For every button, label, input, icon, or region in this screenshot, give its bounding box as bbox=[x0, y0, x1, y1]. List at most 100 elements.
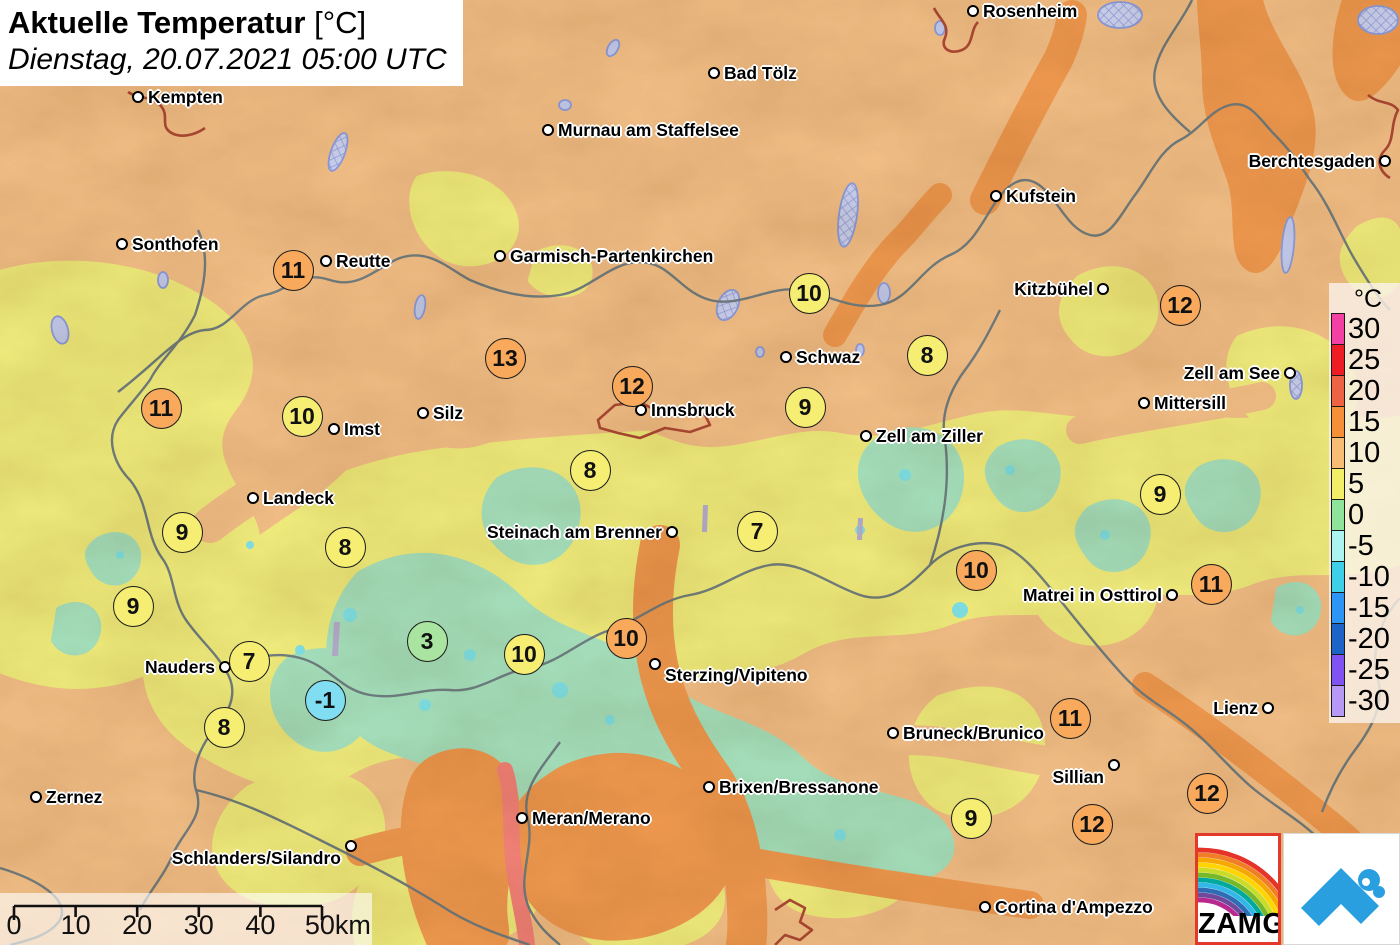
city-label: Murnau am Staffelsee bbox=[558, 120, 739, 140]
city-label: Bad Tölz bbox=[724, 63, 797, 83]
legend-row: 20 bbox=[1329, 374, 1400, 407]
city-marker bbox=[990, 190, 1002, 202]
title-datetime: Dienstag, 20.07.2021 05:00 UTC bbox=[8, 43, 447, 76]
legend-row: 30 bbox=[1329, 312, 1400, 345]
legend-value-label: 5 bbox=[1348, 468, 1365, 500]
station-temp-badge: 12 bbox=[1186, 772, 1228, 814]
city-marker bbox=[967, 5, 979, 17]
city-label: Zell am Ziller bbox=[876, 426, 983, 446]
city-marker bbox=[1138, 397, 1150, 409]
station-temp-badge: 9 bbox=[1139, 473, 1181, 515]
page-title: Aktuelle Temperatur [°C] bbox=[8, 4, 447, 42]
station-temp-badge: 9 bbox=[112, 585, 154, 627]
station-temp-badge: 12 bbox=[1159, 284, 1201, 326]
legend-row: 0 bbox=[1329, 498, 1400, 531]
station-temp-badge: 10 bbox=[281, 395, 323, 437]
legend-color-swatch bbox=[1331, 374, 1345, 407]
legend-value-label: 25 bbox=[1348, 344, 1381, 376]
legend-color-swatch bbox=[1331, 498, 1345, 531]
city-marker bbox=[494, 250, 506, 262]
station-temp-badge: 13 bbox=[484, 337, 526, 379]
legend-color-swatch bbox=[1331, 436, 1345, 469]
zamg-logo: ZAMG bbox=[1195, 833, 1281, 945]
city-marker bbox=[1108, 759, 1120, 771]
scalebar-label: 30 bbox=[183, 910, 214, 940]
city-label: Zell am See bbox=[1183, 363, 1280, 383]
city-label: Lienz bbox=[1213, 698, 1258, 718]
legend-color-swatch bbox=[1331, 529, 1345, 562]
station-temp-badge: 11 bbox=[1049, 697, 1091, 739]
station-temp-badge: 3 bbox=[406, 620, 448, 662]
station-temp-badge: 8 bbox=[569, 449, 611, 491]
legend-value-label: 20 bbox=[1348, 375, 1381, 407]
city-label: Schwaz bbox=[796, 347, 861, 367]
legend-color-swatch bbox=[1331, 560, 1345, 593]
station-temp-badge: 8 bbox=[324, 526, 366, 568]
partner-logo-box bbox=[1283, 833, 1400, 945]
station-temp-badge: 10 bbox=[788, 272, 830, 314]
scalebar-label: 20 bbox=[122, 910, 153, 940]
legend-unit-label: °C bbox=[1354, 285, 1383, 313]
temperature-legend: °C 30 25 20 15 10 5 0 -5 -10 -15 -20 -25 -30 bbox=[1329, 283, 1400, 723]
city-marker bbox=[417, 407, 429, 419]
legend-value-label: 30 bbox=[1348, 313, 1381, 345]
city-marker bbox=[1097, 283, 1109, 295]
city-marker bbox=[649, 658, 661, 670]
station-temp-badge: 7 bbox=[736, 510, 778, 552]
station-temp-badge: 8 bbox=[906, 334, 948, 376]
city-marker bbox=[703, 781, 715, 793]
legend-row: 15 bbox=[1329, 405, 1400, 438]
station-temp-badge: 9 bbox=[161, 511, 203, 553]
city-marker bbox=[1166, 589, 1178, 601]
scalebar-label: 50km bbox=[304, 910, 371, 940]
title-text: Aktuelle Temperatur bbox=[8, 5, 306, 40]
city-label: Silz bbox=[433, 403, 464, 423]
city-marker bbox=[979, 901, 991, 913]
city-label: Kitzbühel bbox=[1014, 279, 1093, 299]
zamg-rainbow-icon bbox=[1198, 847, 1278, 916]
station-temp-badge: 12 bbox=[611, 365, 653, 407]
scalebar-label: 10 bbox=[60, 910, 91, 940]
legend-value-label: -25 bbox=[1348, 654, 1390, 686]
map-scale-bar: 0 10 20 30 40 50km bbox=[0, 893, 372, 945]
legend-value-label: 0 bbox=[1348, 499, 1365, 531]
legend-color-swatch bbox=[1331, 591, 1345, 624]
legend-row: 10 bbox=[1329, 436, 1400, 469]
city-label: Sterzing/Vipiteno bbox=[665, 665, 808, 685]
city-label: Schlanders/Silandro bbox=[171, 848, 341, 868]
legend-value-label: -10 bbox=[1348, 561, 1390, 593]
city-label: Landeck bbox=[263, 488, 334, 508]
legend-value-label: -15 bbox=[1348, 592, 1390, 624]
legend-value-label: -5 bbox=[1348, 530, 1374, 562]
city-marker bbox=[132, 91, 144, 103]
legend-row: -10 bbox=[1329, 560, 1400, 593]
legend-row: -30 bbox=[1329, 684, 1400, 717]
station-temp-badge: 10 bbox=[955, 549, 997, 591]
legend-value-label: -20 bbox=[1348, 623, 1390, 655]
city-label: Innsbruck bbox=[651, 400, 735, 420]
city-label: Kempten bbox=[148, 87, 223, 107]
city-marker bbox=[30, 791, 42, 803]
station-temp-badge: 11 bbox=[1190, 563, 1232, 605]
legend-row: -25 bbox=[1329, 653, 1400, 686]
city-label: Sillian bbox=[1052, 767, 1104, 787]
city-marker bbox=[328, 423, 340, 435]
legend-rows: 30 25 20 15 10 5 0 -5 -10 -15 -20 -25 -30 bbox=[1329, 312, 1400, 717]
legend-row: -5 bbox=[1329, 529, 1400, 562]
title-box: Aktuelle Temperatur [°C] Dienstag, 20.07… bbox=[0, 0, 463, 86]
station-temp-badge: 7 bbox=[228, 640, 270, 682]
legend-color-swatch bbox=[1331, 684, 1345, 717]
city-marker bbox=[860, 430, 872, 442]
city-marker bbox=[345, 840, 357, 852]
legend-value-label: 15 bbox=[1348, 406, 1381, 438]
scalebar-label: 40 bbox=[245, 910, 276, 940]
legend-color-swatch bbox=[1331, 467, 1345, 500]
city-label: Brixen/Bressanone bbox=[719, 777, 879, 797]
station-temp-badge: 11 bbox=[272, 249, 314, 291]
legend-color-swatch bbox=[1331, 653, 1345, 686]
city-label: Steinach am Brenner bbox=[486, 522, 662, 542]
station-temp-badge: 11 bbox=[140, 387, 182, 429]
city-label: Matrei in Osttirol bbox=[1022, 585, 1162, 605]
legend-row: -20 bbox=[1329, 622, 1400, 655]
station-temp-badge: 9 bbox=[950, 797, 992, 839]
